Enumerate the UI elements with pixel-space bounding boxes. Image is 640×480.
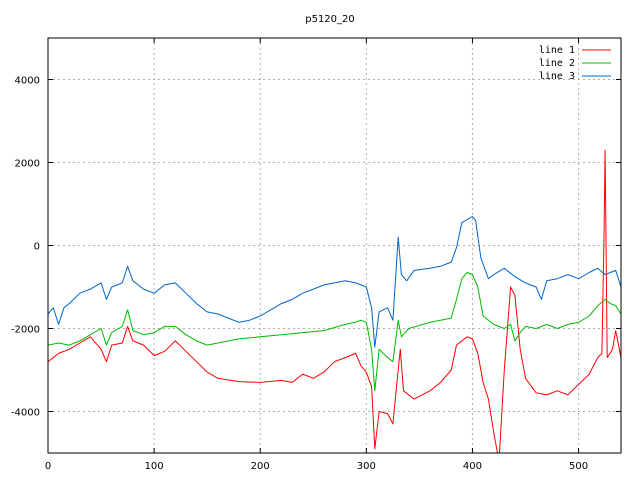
y-tick-label: 4000 bbox=[15, 76, 40, 87]
y-tick-label: -4000 bbox=[11, 408, 40, 419]
x-tick-label: 500 bbox=[569, 461, 588, 472]
x-tick-label: 300 bbox=[357, 461, 376, 472]
series-group bbox=[48, 149, 621, 453]
y-tick-label: -2000 bbox=[11, 325, 40, 336]
legend-label-3: line 3 bbox=[539, 71, 575, 82]
legend-label-1: line 1 bbox=[539, 45, 575, 56]
legend: line 1 line 2 line 3 bbox=[539, 45, 611, 82]
grid bbox=[48, 38, 621, 453]
chart-title: p5120_20 bbox=[305, 14, 355, 25]
x-tick-label: 100 bbox=[145, 461, 164, 472]
legend-label-2: line 2 bbox=[539, 58, 575, 69]
series-line-1 bbox=[48, 149, 621, 453]
axis-ticks: 0 100 200 300 400 500 -4000 -2000 0 2000 4000 bbox=[11, 38, 621, 472]
y-tick-label: 2000 bbox=[15, 159, 40, 170]
x-tick-label: 0 bbox=[45, 461, 51, 472]
y-tick-label: 0 bbox=[34, 242, 40, 253]
series-line-3 bbox=[48, 216, 621, 348]
x-tick-label: 200 bbox=[251, 461, 270, 472]
series-line-2 bbox=[48, 272, 621, 392]
x-tick-label: 400 bbox=[463, 461, 482, 472]
